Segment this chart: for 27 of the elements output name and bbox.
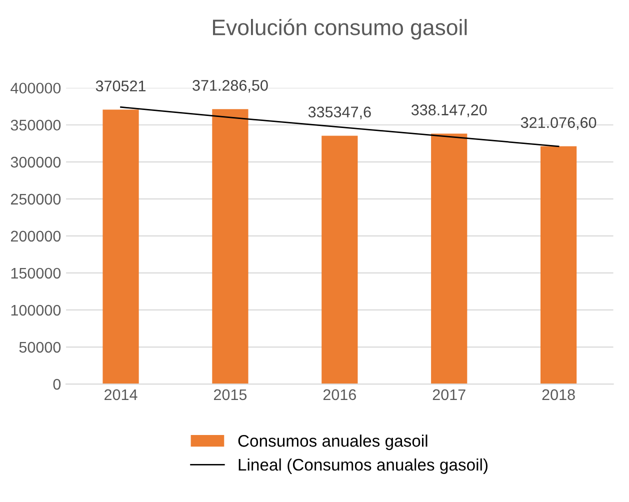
y-tick-label: 0: [53, 378, 61, 390]
legend-label: Consumos anuales gasoil: [238, 434, 428, 450]
x-tick-label: 2018: [542, 389, 575, 400]
data-label: 338.147,20: [411, 104, 487, 118]
bar: [431, 134, 468, 384]
data-label: 370521: [96, 80, 146, 92]
x-tick-label: 2014: [104, 389, 138, 400]
bar: [102, 110, 139, 384]
data-label: 321.076,60: [520, 117, 596, 130]
legend-label: Lineal (Consumos anuales gasoil): [238, 458, 488, 474]
y-tick-label: 350000: [10, 120, 61, 131]
y-tick-label: 100000: [11, 304, 61, 316]
y-tick-label: 400000: [10, 82, 61, 94]
data-label: 371.286,50: [192, 80, 268, 93]
x-tick-label: 2015: [214, 389, 247, 400]
chart-title: Evolución consumo gasoil: [213, 18, 467, 40]
bar: [212, 109, 248, 384]
y-tick-label: 150000: [11, 268, 61, 279]
x-tick-label: 2017: [432, 389, 466, 400]
bar: [322, 136, 358, 384]
y-tick-label: 250000: [10, 194, 61, 205]
y-tick-label: 200000: [10, 230, 61, 242]
y-tick-label: 50000: [19, 342, 61, 353]
x-tick-label: 2016: [323, 389, 356, 400]
y-tick-label: 300000: [10, 156, 61, 168]
bar: [540, 146, 577, 384]
data-label: 335347,6: [308, 106, 371, 120]
